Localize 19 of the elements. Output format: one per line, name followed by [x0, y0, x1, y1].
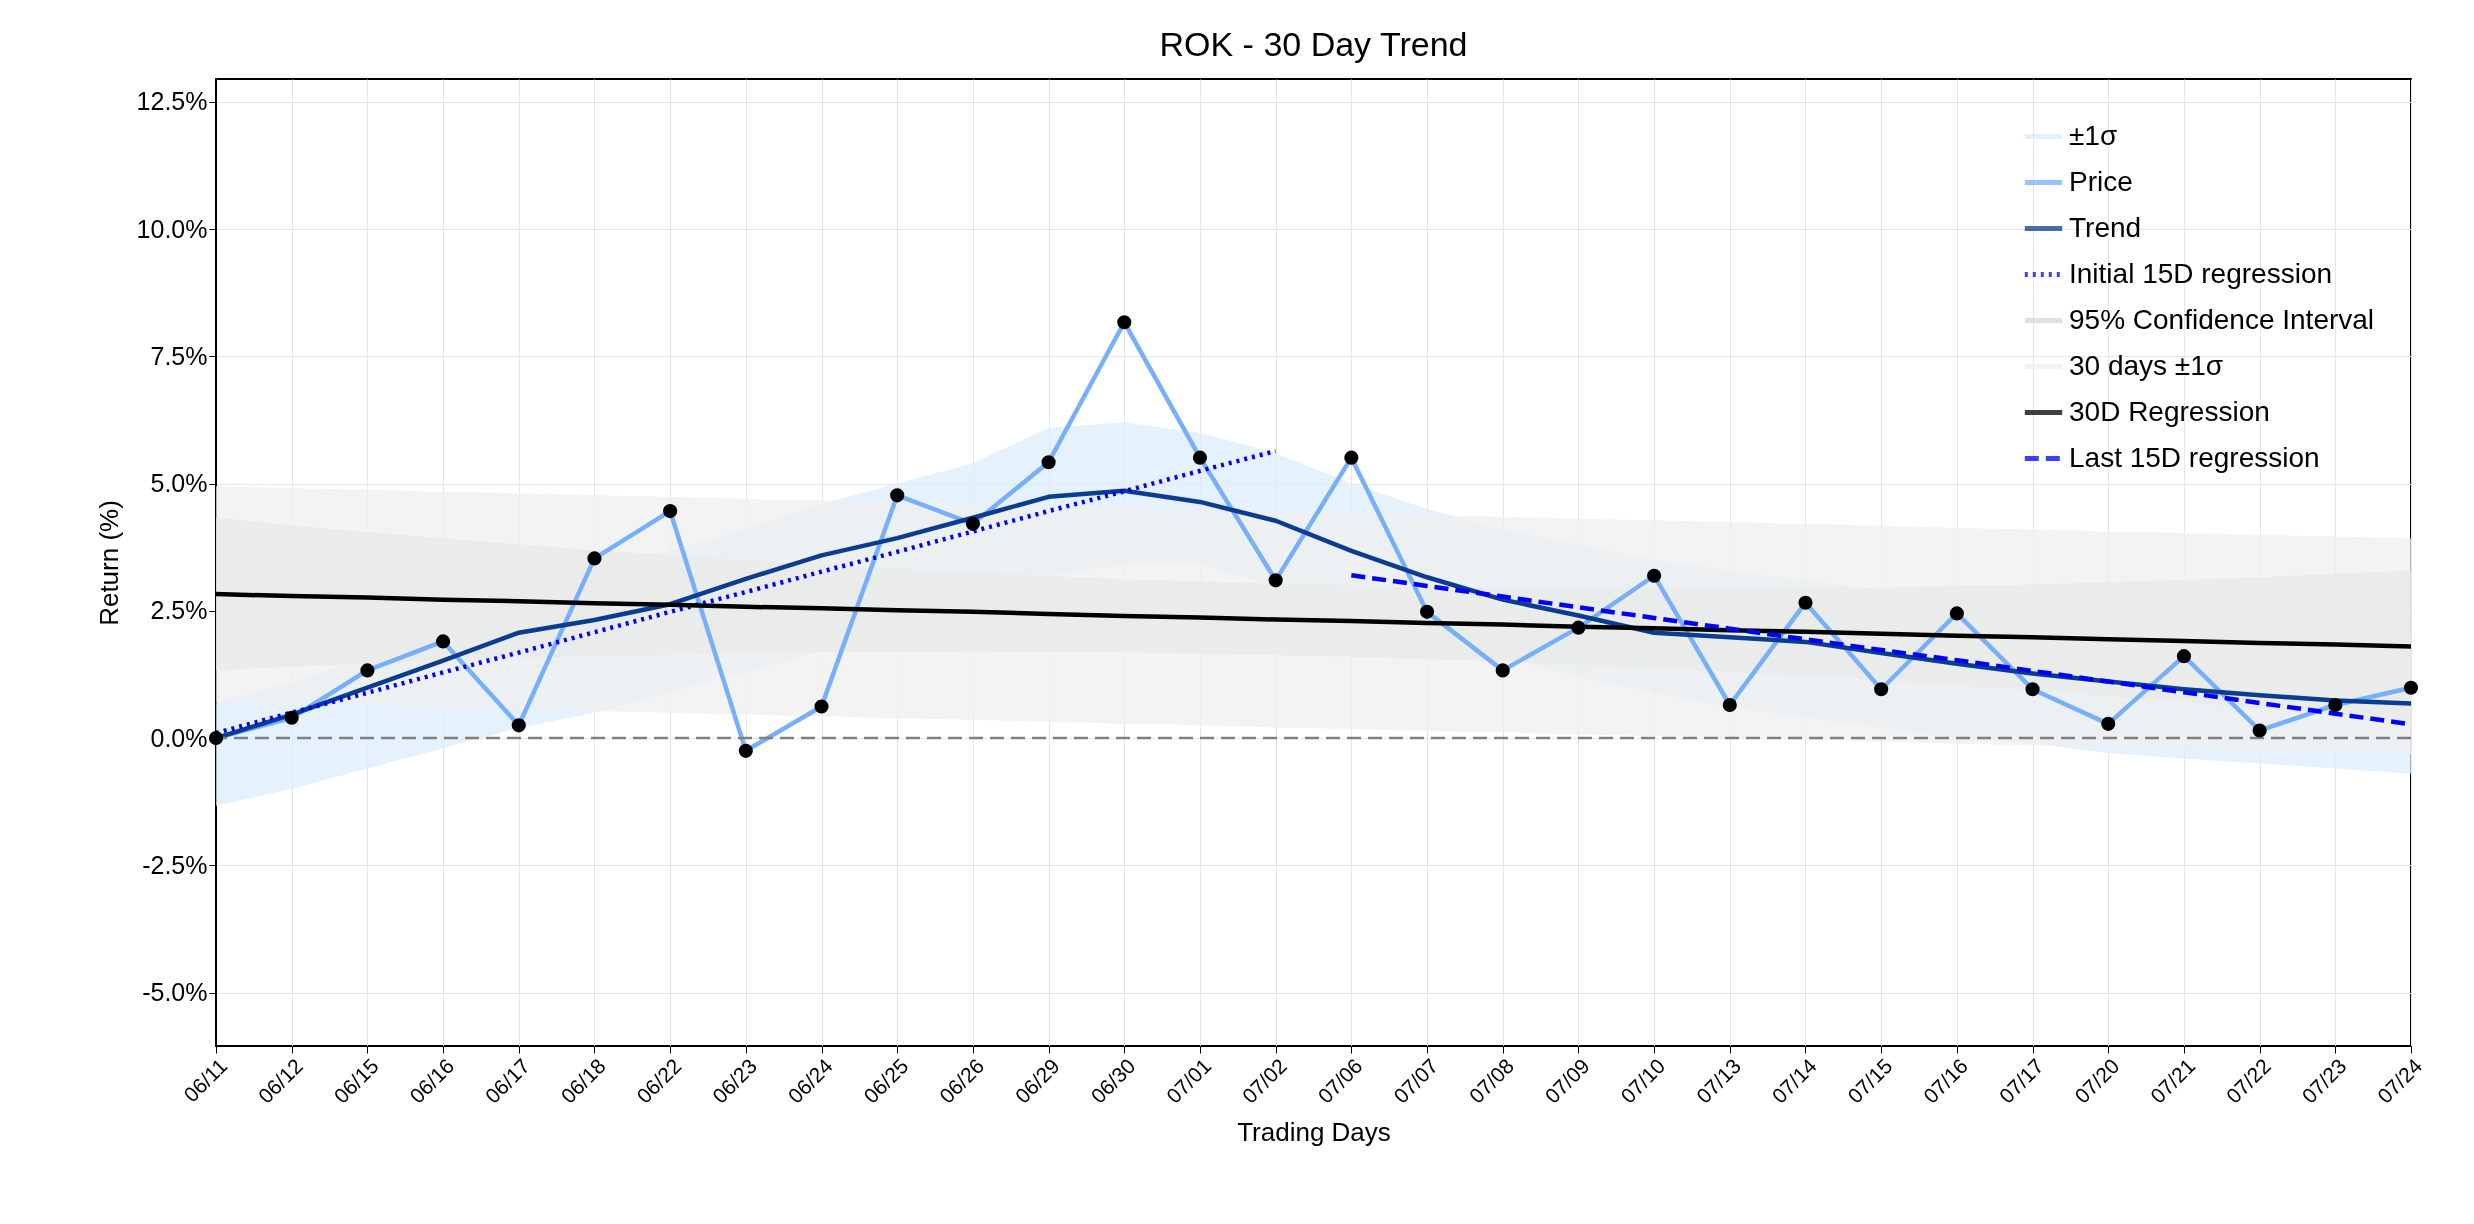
y-tick-label: 12.5% — [136, 87, 208, 116]
legend-label: ±1σ — [2069, 119, 2118, 151]
legend-label: Initial 15D regression — [2069, 257, 2333, 289]
legend-label: Price — [2069, 165, 2133, 197]
y-tick-label: 5.0% — [150, 469, 208, 498]
legend-label: 95% Confidence Interval — [2069, 303, 2375, 335]
y-tick-label: 7.5% — [150, 341, 208, 370]
x-axis-title: Trading Days — [1237, 1116, 1391, 1147]
y-axis-title: Return (%) — [93, 500, 124, 626]
legend-label: Last 15D regression — [2069, 441, 2320, 473]
y-tick-label: -2.5% — [142, 850, 208, 879]
y-tick-label: -5.0% — [142, 978, 208, 1007]
y-tick-label: 2.5% — [150, 596, 208, 625]
legend-label: 30D Regression — [2069, 395, 2270, 427]
chart-title: ROK - 30 Day Trend — [1159, 25, 1468, 63]
y-tick-label: 0.0% — [150, 723, 208, 752]
y-tick-label: 10.0% — [136, 214, 208, 243]
legend-label: Trend — [2069, 211, 2142, 243]
legend-label: 30 days ±1σ — [2069, 349, 2224, 381]
